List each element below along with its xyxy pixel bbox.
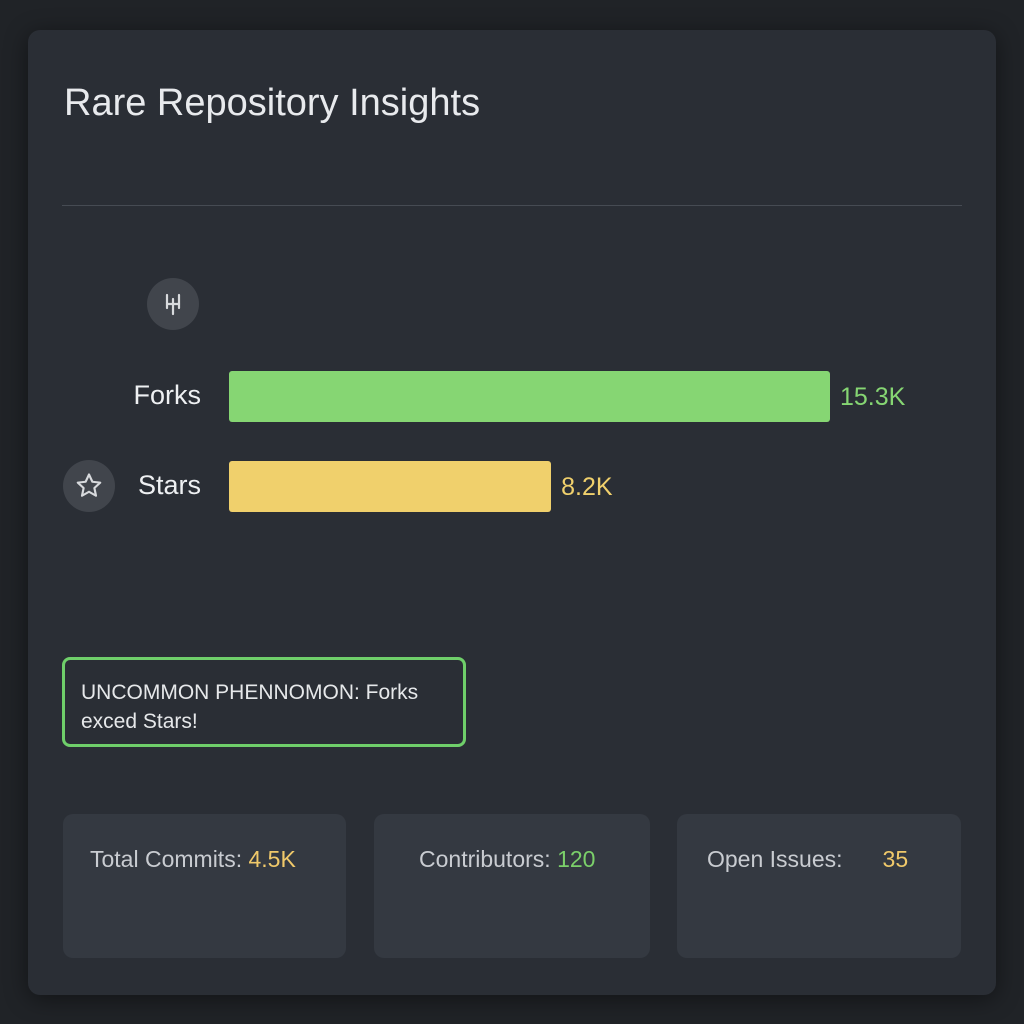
stat-label: Total Commits: [90, 846, 243, 872]
bar-value-forks: 15.3K [840, 383, 906, 411]
fork-icon [147, 278, 199, 330]
stat-card-issues: Open Issues: 35 [677, 814, 961, 958]
callout-alert: UNCOMMON PHENNOMON: Forks exced Stars! [62, 657, 466, 747]
stat-value: 35 [882, 846, 909, 872]
stat-value: 120 [557, 846, 596, 872]
bar-forks [229, 371, 830, 422]
stat-card-commits: Total Commits: 4.5K [63, 814, 346, 958]
bar-stars [229, 461, 552, 512]
bar-label-stars: Stars [137, 470, 201, 500]
bar-label-forks: Forks [133, 380, 202, 410]
insights-card: Rare Repository Insights Forks 15.3K Sta… [28, 30, 996, 995]
star-icon [63, 460, 115, 512]
stat-card-contributors: Contributors: 120 [374, 814, 650, 958]
stat-label: Contributors: [419, 846, 551, 872]
divider [62, 205, 962, 206]
bar-value-stars: 8.2K [561, 473, 613, 501]
stat-label: Open Issues: [707, 846, 843, 872]
page-title: Rare Repository Insights [64, 82, 481, 124]
stat-value: 4.5K [248, 846, 296, 872]
